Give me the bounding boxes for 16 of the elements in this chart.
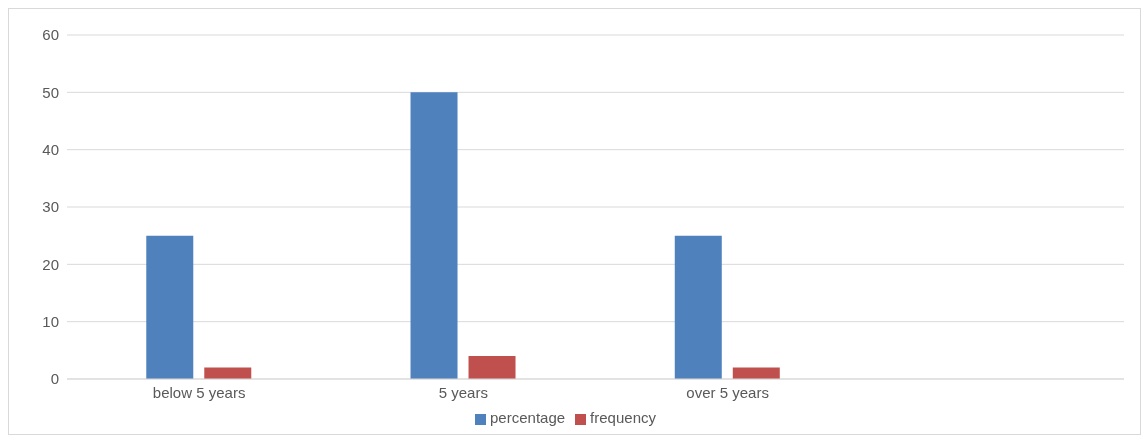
- y-tick-label: 50: [42, 83, 59, 101]
- y-tick-label: 0: [50, 370, 59, 388]
- legend-label: percentage: [490, 409, 566, 426]
- bar: [410, 92, 458, 379]
- y-tick-label: 30: [42, 198, 59, 216]
- x-tick-label: 5 years: [438, 383, 488, 401]
- bar: [674, 235, 722, 379]
- x-tick-label: over 5 years: [686, 383, 769, 401]
- y-tick-label: 40: [42, 140, 59, 158]
- y-tick-label: 10: [42, 312, 59, 330]
- x-tick-label: below 5 years: [152, 383, 246, 401]
- y-tick-label: 60: [42, 26, 59, 44]
- y-tick-label: 20: [42, 255, 59, 273]
- bar: [468, 356, 516, 379]
- legend-label: frequency: [590, 409, 656, 426]
- bar: [146, 235, 194, 379]
